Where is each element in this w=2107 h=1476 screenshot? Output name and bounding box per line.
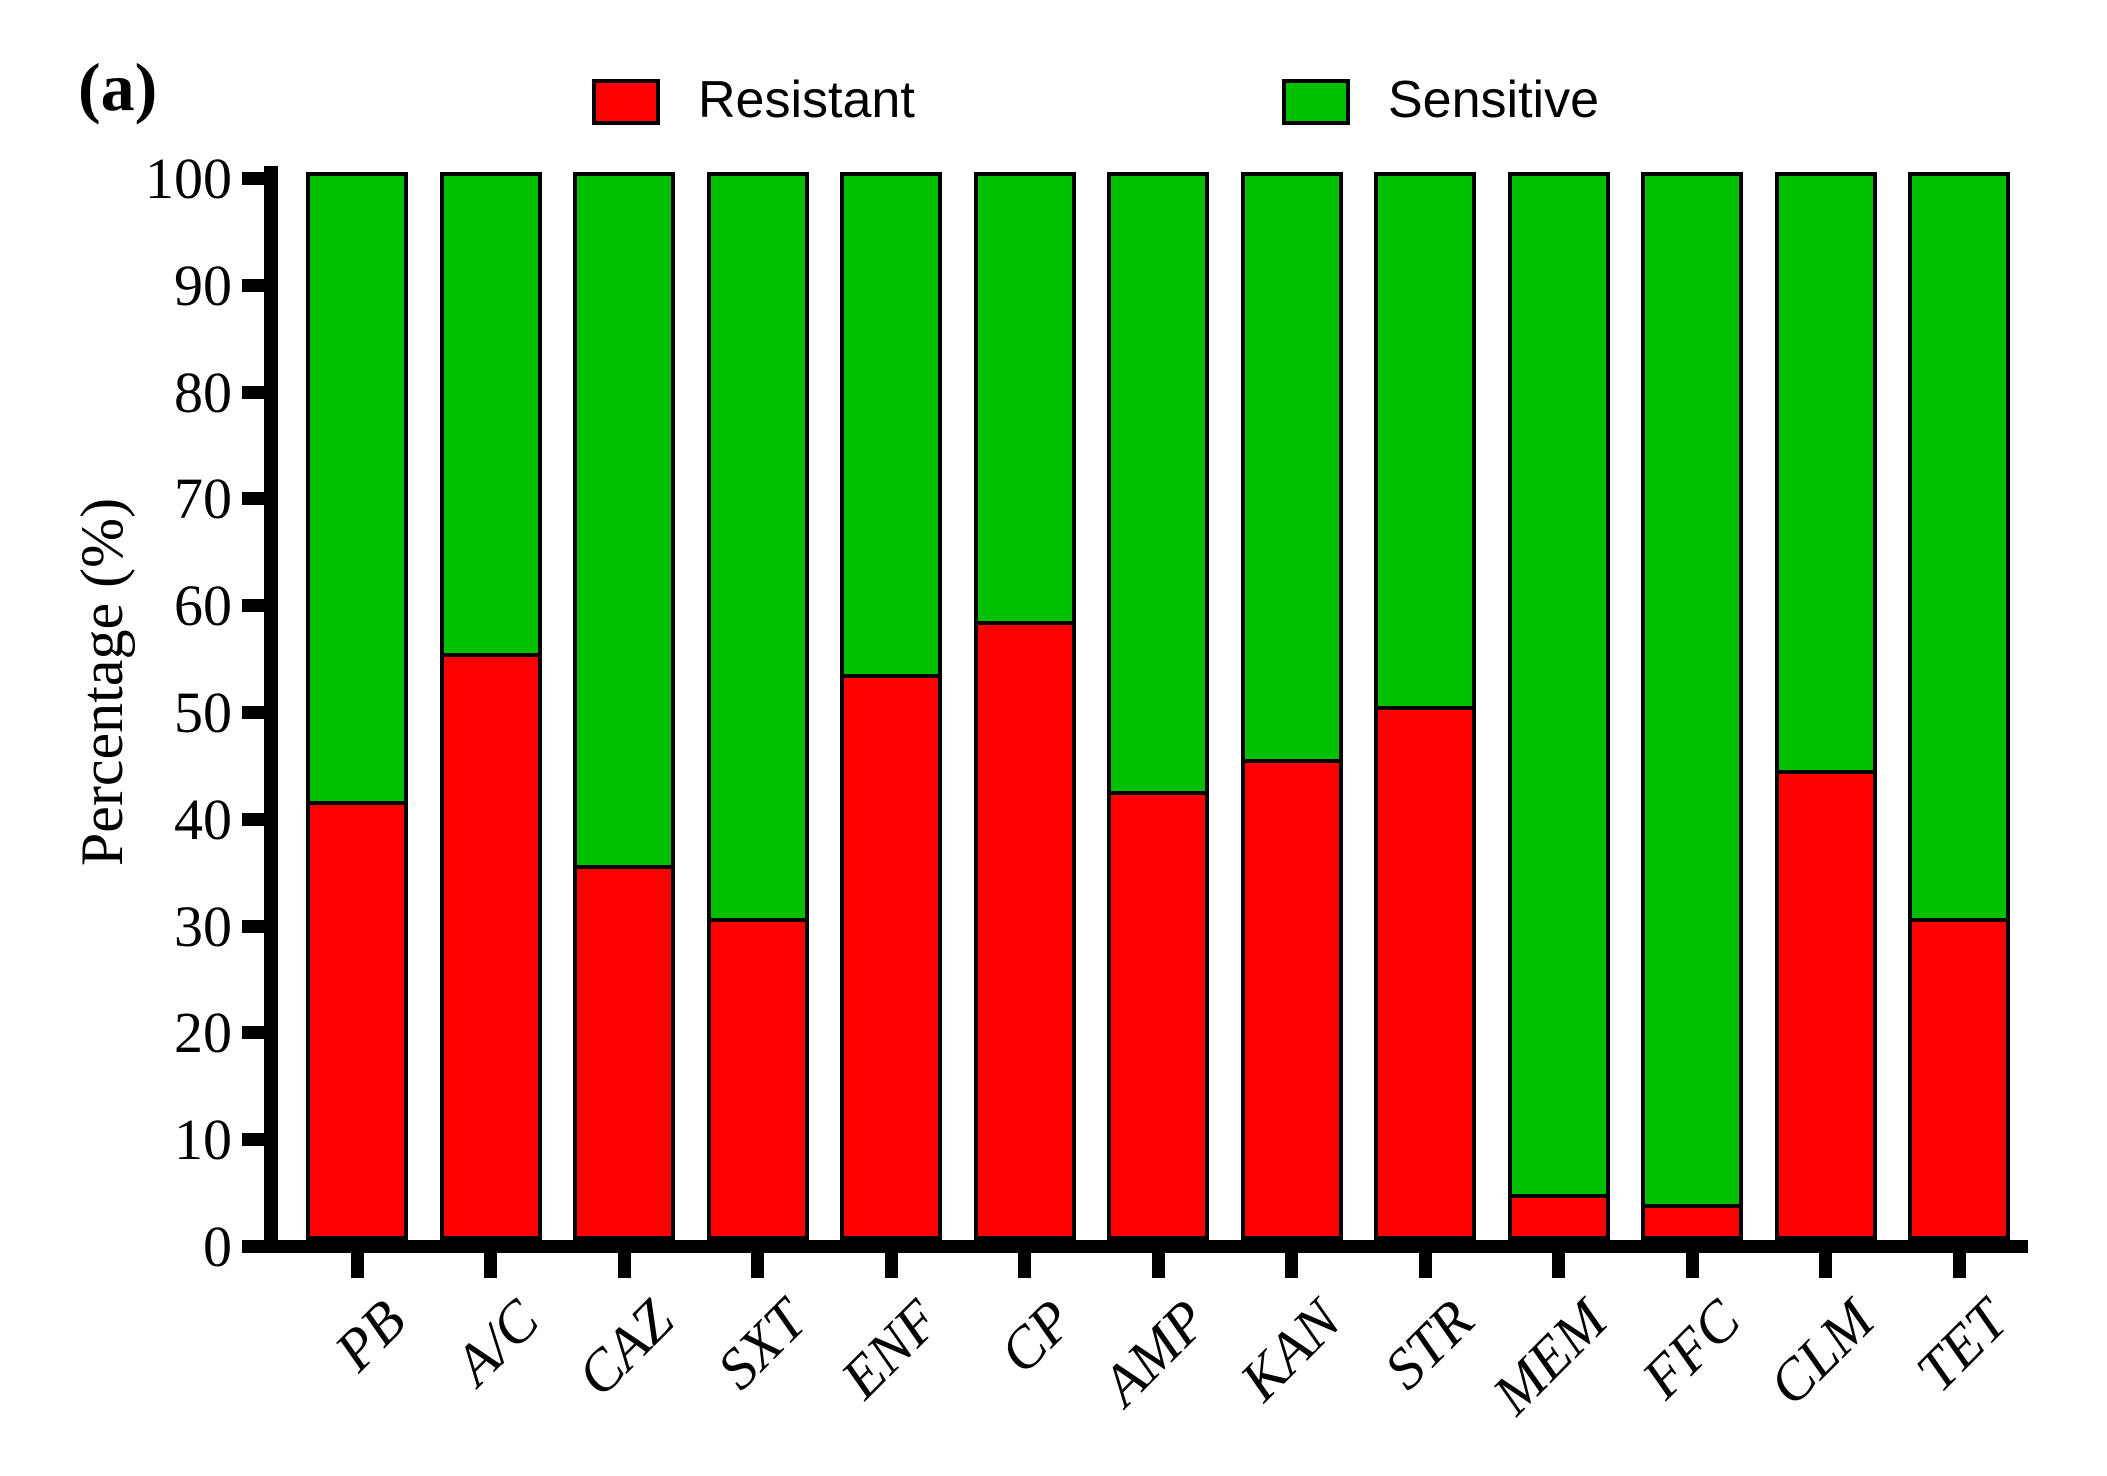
bar-FFC <box>1641 172 1743 1240</box>
x-category-label: KAN <box>1226 1287 1353 1413</box>
x-axis-line <box>252 1240 2028 1253</box>
y-tick <box>242 172 264 185</box>
panel-label: (a) <box>78 49 158 125</box>
y-tick-label: 60 <box>174 573 232 639</box>
x-category-label: CLM <box>1756 1287 1887 1418</box>
segment-resistant <box>1778 769 1873 1236</box>
y-tick-label: 100 <box>145 146 232 211</box>
y-tick-label: 10 <box>174 1107 232 1173</box>
y-tick <box>242 599 264 613</box>
y-tick-label: 0 <box>203 1214 232 1279</box>
y-tick <box>242 385 264 399</box>
segment-sensitive <box>443 176 538 653</box>
segment-resistant <box>1378 706 1472 1236</box>
resistant-legend-swatch-icon <box>592 79 660 125</box>
segment-resistant <box>844 674 938 1236</box>
x-tick <box>1018 1253 1031 1278</box>
x-tick <box>1952 1253 1966 1278</box>
bar-CP <box>973 172 1076 1240</box>
bar-PB <box>306 172 408 1240</box>
segment-resistant <box>710 918 805 1236</box>
segment-resistant <box>1111 790 1205 1236</box>
y-tick-label: 20 <box>174 1000 232 1066</box>
x-category-label: TET <box>1903 1287 2021 1404</box>
segment-resistant <box>977 621 1072 1236</box>
bar-ENF <box>840 172 942 1240</box>
segment-sensitive <box>1378 176 1472 706</box>
segment-resistant <box>1645 1204 1739 1236</box>
y-tick-label: 30 <box>174 893 232 959</box>
bar-A/C <box>439 172 542 1240</box>
segment-sensitive <box>577 176 671 865</box>
x-category-label: ENF <box>828 1287 953 1411</box>
x-category-label: CP <box>987 1287 1086 1386</box>
segment-sensitive <box>1244 176 1339 759</box>
bar-SXT <box>706 172 809 1240</box>
bar-KAN <box>1240 172 1343 1240</box>
segment-resistant <box>1511 1193 1606 1236</box>
bar-AMP <box>1107 172 1209 1240</box>
x-tick <box>751 1253 764 1278</box>
segment-sensitive <box>844 176 938 675</box>
segment-sensitive <box>1778 176 1873 770</box>
legend-label-sensitive: Sensitive <box>1388 71 1599 129</box>
x-tick <box>1552 1253 1565 1278</box>
y-tick <box>242 492 264 506</box>
y-tick <box>242 1240 264 1253</box>
x-tick <box>1685 1253 1699 1278</box>
x-category-label: SXT <box>704 1287 819 1402</box>
segment-resistant <box>577 865 671 1236</box>
x-category-label: CAZ <box>563 1287 686 1409</box>
bar-STR <box>1374 172 1476 1240</box>
y-axis-line <box>264 166 278 1253</box>
x-category-label: PB <box>322 1287 419 1384</box>
sensitive-legend-swatch-icon <box>1282 79 1350 125</box>
y-tick <box>242 812 264 826</box>
segment-resistant <box>1912 918 2006 1236</box>
y-tick-label: 80 <box>174 359 232 425</box>
x-tick <box>884 1253 898 1278</box>
y-tick <box>242 706 264 719</box>
x-category-label: A/C <box>441 1287 552 1397</box>
x-tick <box>1151 1253 1165 1278</box>
segment-resistant <box>1244 759 1339 1236</box>
y-axis-title: Percentage (%) <box>69 497 135 867</box>
segment-sensitive <box>710 176 805 918</box>
y-tick <box>242 278 264 292</box>
x-category-label: AMP <box>1088 1287 1220 1418</box>
x-tick <box>350 1253 364 1278</box>
x-tick <box>484 1253 497 1278</box>
y-tick-label: 40 <box>174 786 232 852</box>
x-tick <box>1819 1253 1832 1278</box>
segment-sensitive <box>1912 176 2006 918</box>
segment-resistant <box>310 801 404 1236</box>
x-tick <box>1418 1253 1432 1278</box>
y-tick <box>242 1133 264 1147</box>
segment-sensitive <box>1645 176 1739 1205</box>
x-tick <box>617 1253 631 1278</box>
bar-TET <box>1908 172 2010 1240</box>
legend-item-sensitive: Sensitive <box>1282 71 1599 129</box>
segment-sensitive <box>310 176 404 802</box>
x-category-label: FFC <box>1629 1287 1754 1411</box>
x-tick <box>1285 1253 1298 1278</box>
segment-resistant <box>443 653 538 1236</box>
bar-CLM <box>1774 172 1877 1240</box>
legend-item-resistant: Resistant <box>592 71 915 129</box>
y-tick-label: 50 <box>174 680 232 745</box>
y-tick-label: 70 <box>174 466 232 532</box>
x-category-label: MEM <box>1480 1287 1620 1427</box>
legend-label-resistant: Resistant <box>698 71 915 129</box>
y-tick <box>242 919 264 933</box>
y-tick-label: 90 <box>174 252 232 318</box>
bar-MEM <box>1507 172 1610 1240</box>
segment-sensitive <box>1511 176 1606 1194</box>
segment-sensitive <box>977 176 1072 622</box>
bar-CAZ <box>573 172 675 1240</box>
segment-sensitive <box>1111 176 1205 791</box>
x-category-label: STR <box>1371 1287 1487 1402</box>
y-tick <box>242 1026 264 1040</box>
